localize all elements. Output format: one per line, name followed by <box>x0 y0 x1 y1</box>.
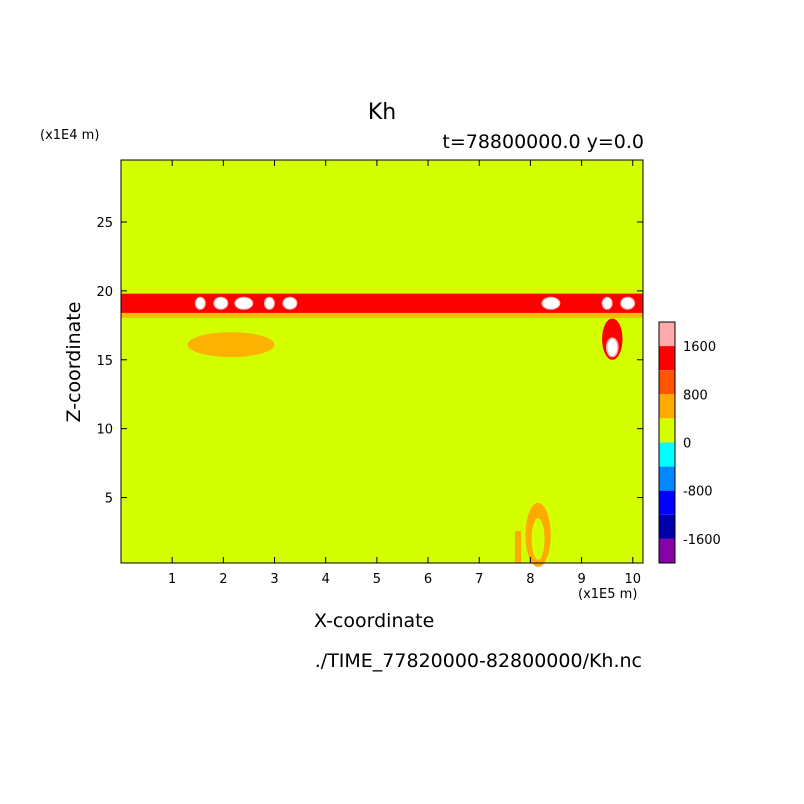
feature-spot <box>282 296 298 310</box>
field-background <box>121 160 643 563</box>
colorbar-segment <box>659 418 675 443</box>
x-tick-label: 4 <box>322 572 330 587</box>
chart-subtitle: t=78800000.0 y=0.0 <box>442 131 644 153</box>
feature-plume-core <box>605 337 619 358</box>
feature-spot <box>620 296 636 310</box>
x-axis-unit: (x1E5 m) <box>578 587 638 602</box>
colorbar-label: -800 <box>683 485 713 500</box>
y-tick-label: 20 <box>96 285 113 300</box>
feature-spot <box>194 296 206 310</box>
colorbar-segment <box>659 394 675 419</box>
colorbar-segment <box>659 466 675 491</box>
feature-ring-side <box>515 530 522 563</box>
axes: 1 2 3 4 5 6 7 8 9 10 5 10 15 20 25 <box>96 159 644 587</box>
source-filename: ./TIME_77820000-82800000/Kh.nc <box>314 650 642 672</box>
feature-spot <box>263 296 275 310</box>
x-tick-label: 5 <box>373 572 381 587</box>
colorbar: 1600 800 0 -800 -1600 <box>658 321 721 564</box>
plot-area <box>121 160 643 567</box>
y-tick-label: 10 <box>96 423 113 438</box>
colorbar-label: 800 <box>683 388 708 403</box>
colorbar-segment <box>659 370 675 395</box>
colorbar-label: -1600 <box>683 533 721 548</box>
x-axis-label: X-coordinate <box>314 610 435 632</box>
x-tick-label: 3 <box>270 572 278 587</box>
chart-title: Kh <box>367 100 397 125</box>
colorbar-segment <box>659 514 675 539</box>
y-tick-label: 25 <box>96 216 113 231</box>
x-tick-label: 6 <box>424 572 432 587</box>
x-tick-label: 9 <box>577 572 585 587</box>
feature-spot <box>601 296 613 310</box>
colorbar-label: 1600 <box>683 340 716 355</box>
colorbar-segment <box>659 346 675 371</box>
colorbar-frame <box>658 321 676 564</box>
plot-frame <box>120 159 644 564</box>
y-axis-unit: (x1E4 m) <box>40 128 100 143</box>
x-tick-label: 8 <box>526 572 534 587</box>
colorbar-segment <box>659 490 675 515</box>
x-tick-label: 2 <box>219 572 227 587</box>
colorbar-segment <box>659 442 675 467</box>
feature-band <box>121 293 643 313</box>
feature-spot <box>213 296 229 310</box>
y-tick-label: 5 <box>105 492 113 507</box>
colorbar-label: 0 <box>683 437 691 452</box>
feature-band-fringe <box>121 312 643 318</box>
colorbar-segment <box>659 538 675 563</box>
x-tick-label: 7 <box>475 572 483 587</box>
colorbar-segment <box>659 322 675 347</box>
feature-spot <box>541 296 561 310</box>
feature-patch <box>187 332 275 358</box>
y-tick-label: 15 <box>96 354 113 369</box>
x-tick-label: 1 <box>168 572 176 587</box>
feature-ring-hole <box>531 518 545 560</box>
x-tick-label: 10 <box>624 572 641 587</box>
feature-spot <box>234 296 254 310</box>
